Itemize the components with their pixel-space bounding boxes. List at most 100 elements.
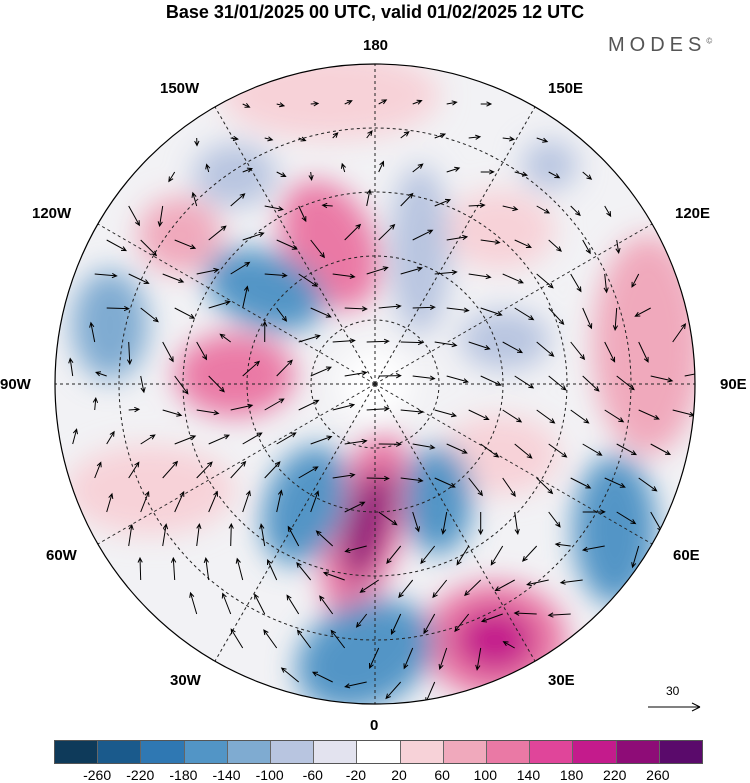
- wind-arrow: [94, 461, 102, 479]
- wind-arrow: [378, 373, 402, 379]
- wind-arrow: [468, 341, 491, 351]
- colorbar-tick-label: -180: [169, 767, 198, 783]
- anomaly-positive: [138, 197, 222, 273]
- wind-arrow: [582, 375, 600, 392]
- colorbar-swatch: [98, 741, 142, 763]
- wind-arrow: [616, 375, 635, 391]
- wind-arrow: [140, 239, 158, 257]
- wind-arrow: [276, 489, 283, 513]
- colorbar-swatch: [573, 741, 617, 763]
- wind-arrow: [310, 239, 325, 259]
- brand-text: MODES: [608, 34, 707, 56]
- wind-arrow: [92, 396, 99, 411]
- wind-arrow: [514, 171, 529, 177]
- wind-arrow: [264, 272, 288, 278]
- wind-arrow: [174, 435, 197, 445]
- wind-arrow: [559, 579, 583, 585]
- wind-arrow: [208, 375, 225, 393]
- wind-arrow: [480, 307, 503, 317]
- wind-arrow: [536, 409, 556, 424]
- wind-arrow: [332, 403, 356, 411]
- wind-arrow: [423, 613, 436, 635]
- wind-arrow: [174, 490, 185, 513]
- wind-arrow: [310, 307, 332, 318]
- wind-arrow: [95, 371, 107, 377]
- colorbar-tick-label: -220: [126, 767, 155, 783]
- wind-arrow: [468, 202, 486, 208]
- wind-arrow: [264, 136, 274, 142]
- wind-arrow: [638, 477, 658, 492]
- wind-arrow: [412, 375, 436, 381]
- anomaly-negative: [522, 140, 578, 190]
- wind-arrow: [400, 339, 424, 346]
- wind-arrow: [344, 306, 368, 312]
- wind-arrow: [616, 443, 638, 456]
- wind-arrow: [502, 341, 524, 354]
- wind-arrow: [162, 409, 183, 417]
- colorbar-swatch: [55, 741, 99, 763]
- wind-arrow: [480, 443, 500, 458]
- wind-arrow: [276, 102, 286, 108]
- wind-arrow: [276, 432, 297, 445]
- wind-arrow: [446, 166, 461, 173]
- wind-arrow: [332, 132, 339, 139]
- colorbar-swatch: [314, 741, 358, 763]
- wind-arrow: [480, 169, 495, 175]
- wind-arrow: [548, 511, 561, 528]
- wind-arrow: [298, 334, 321, 343]
- wind-arrow: [616, 511, 637, 525]
- wind-arrow: [298, 136, 307, 142]
- wind-arrow: [340, 162, 346, 173]
- wind-arrow: [480, 239, 501, 245]
- wind-arrow: [478, 512, 484, 536]
- meridian-line: [374, 383, 536, 662]
- wind-arrow: [548, 375, 567, 391]
- wind-arrow: [267, 558, 278, 581]
- wind-arrow: [412, 99, 423, 105]
- lon-label-180: 180: [363, 37, 389, 54]
- wind-arrow: [174, 239, 197, 250]
- wind-arrow: [126, 341, 133, 366]
- wind-arrow: [581, 545, 605, 552]
- wind-arrow: [434, 269, 458, 276]
- wind-arrow: [208, 225, 227, 241]
- wind-arrow: [468, 134, 482, 140]
- wind-arrow: [650, 443, 672, 456]
- wind-arrow: [432, 579, 448, 599]
- wind-arrow: [603, 273, 609, 294]
- wind-arrow: [604, 205, 612, 218]
- wind-arrow: [106, 430, 115, 445]
- anomaly-negative: [193, 143, 277, 207]
- colorbar-swatch: [530, 741, 574, 763]
- wind-arrow: [330, 629, 346, 649]
- wind-arrow: [514, 307, 535, 321]
- wind-arrow: [89, 321, 96, 343]
- wind-arrow: [378, 99, 388, 105]
- wind-arrow: [366, 266, 389, 275]
- wind-arrow: [140, 307, 159, 323]
- wind-arrow: [650, 375, 674, 383]
- wind-arrow: [196, 267, 220, 275]
- wind-arrow: [296, 562, 312, 581]
- wind-arrow: [548, 171, 561, 179]
- vector-scale-label: 30: [666, 684, 680, 698]
- wind-arrow: [344, 100, 353, 105]
- wind-arrow: [332, 273, 356, 279]
- anomaly-negative: [403, 445, 473, 555]
- colorbar-swatch: [616, 741, 660, 763]
- wind-arrow: [332, 338, 356, 344]
- reference-vector: [648, 702, 701, 712]
- wind-arrow: [344, 223, 362, 241]
- wind-arrow: [412, 443, 436, 450]
- wind-arrow: [308, 171, 314, 181]
- wind-arrow: [140, 490, 150, 513]
- wind-arrow: [446, 307, 470, 313]
- wind-arrow: [412, 229, 434, 241]
- wind-arrow: [322, 571, 345, 581]
- wind-arrow: [502, 409, 523, 423]
- wind-arrow: [162, 273, 185, 283]
- wind-arrow: [514, 375, 535, 389]
- colorbar-swatch: [227, 741, 272, 763]
- colorbar-tick-label: 20: [391, 767, 407, 783]
